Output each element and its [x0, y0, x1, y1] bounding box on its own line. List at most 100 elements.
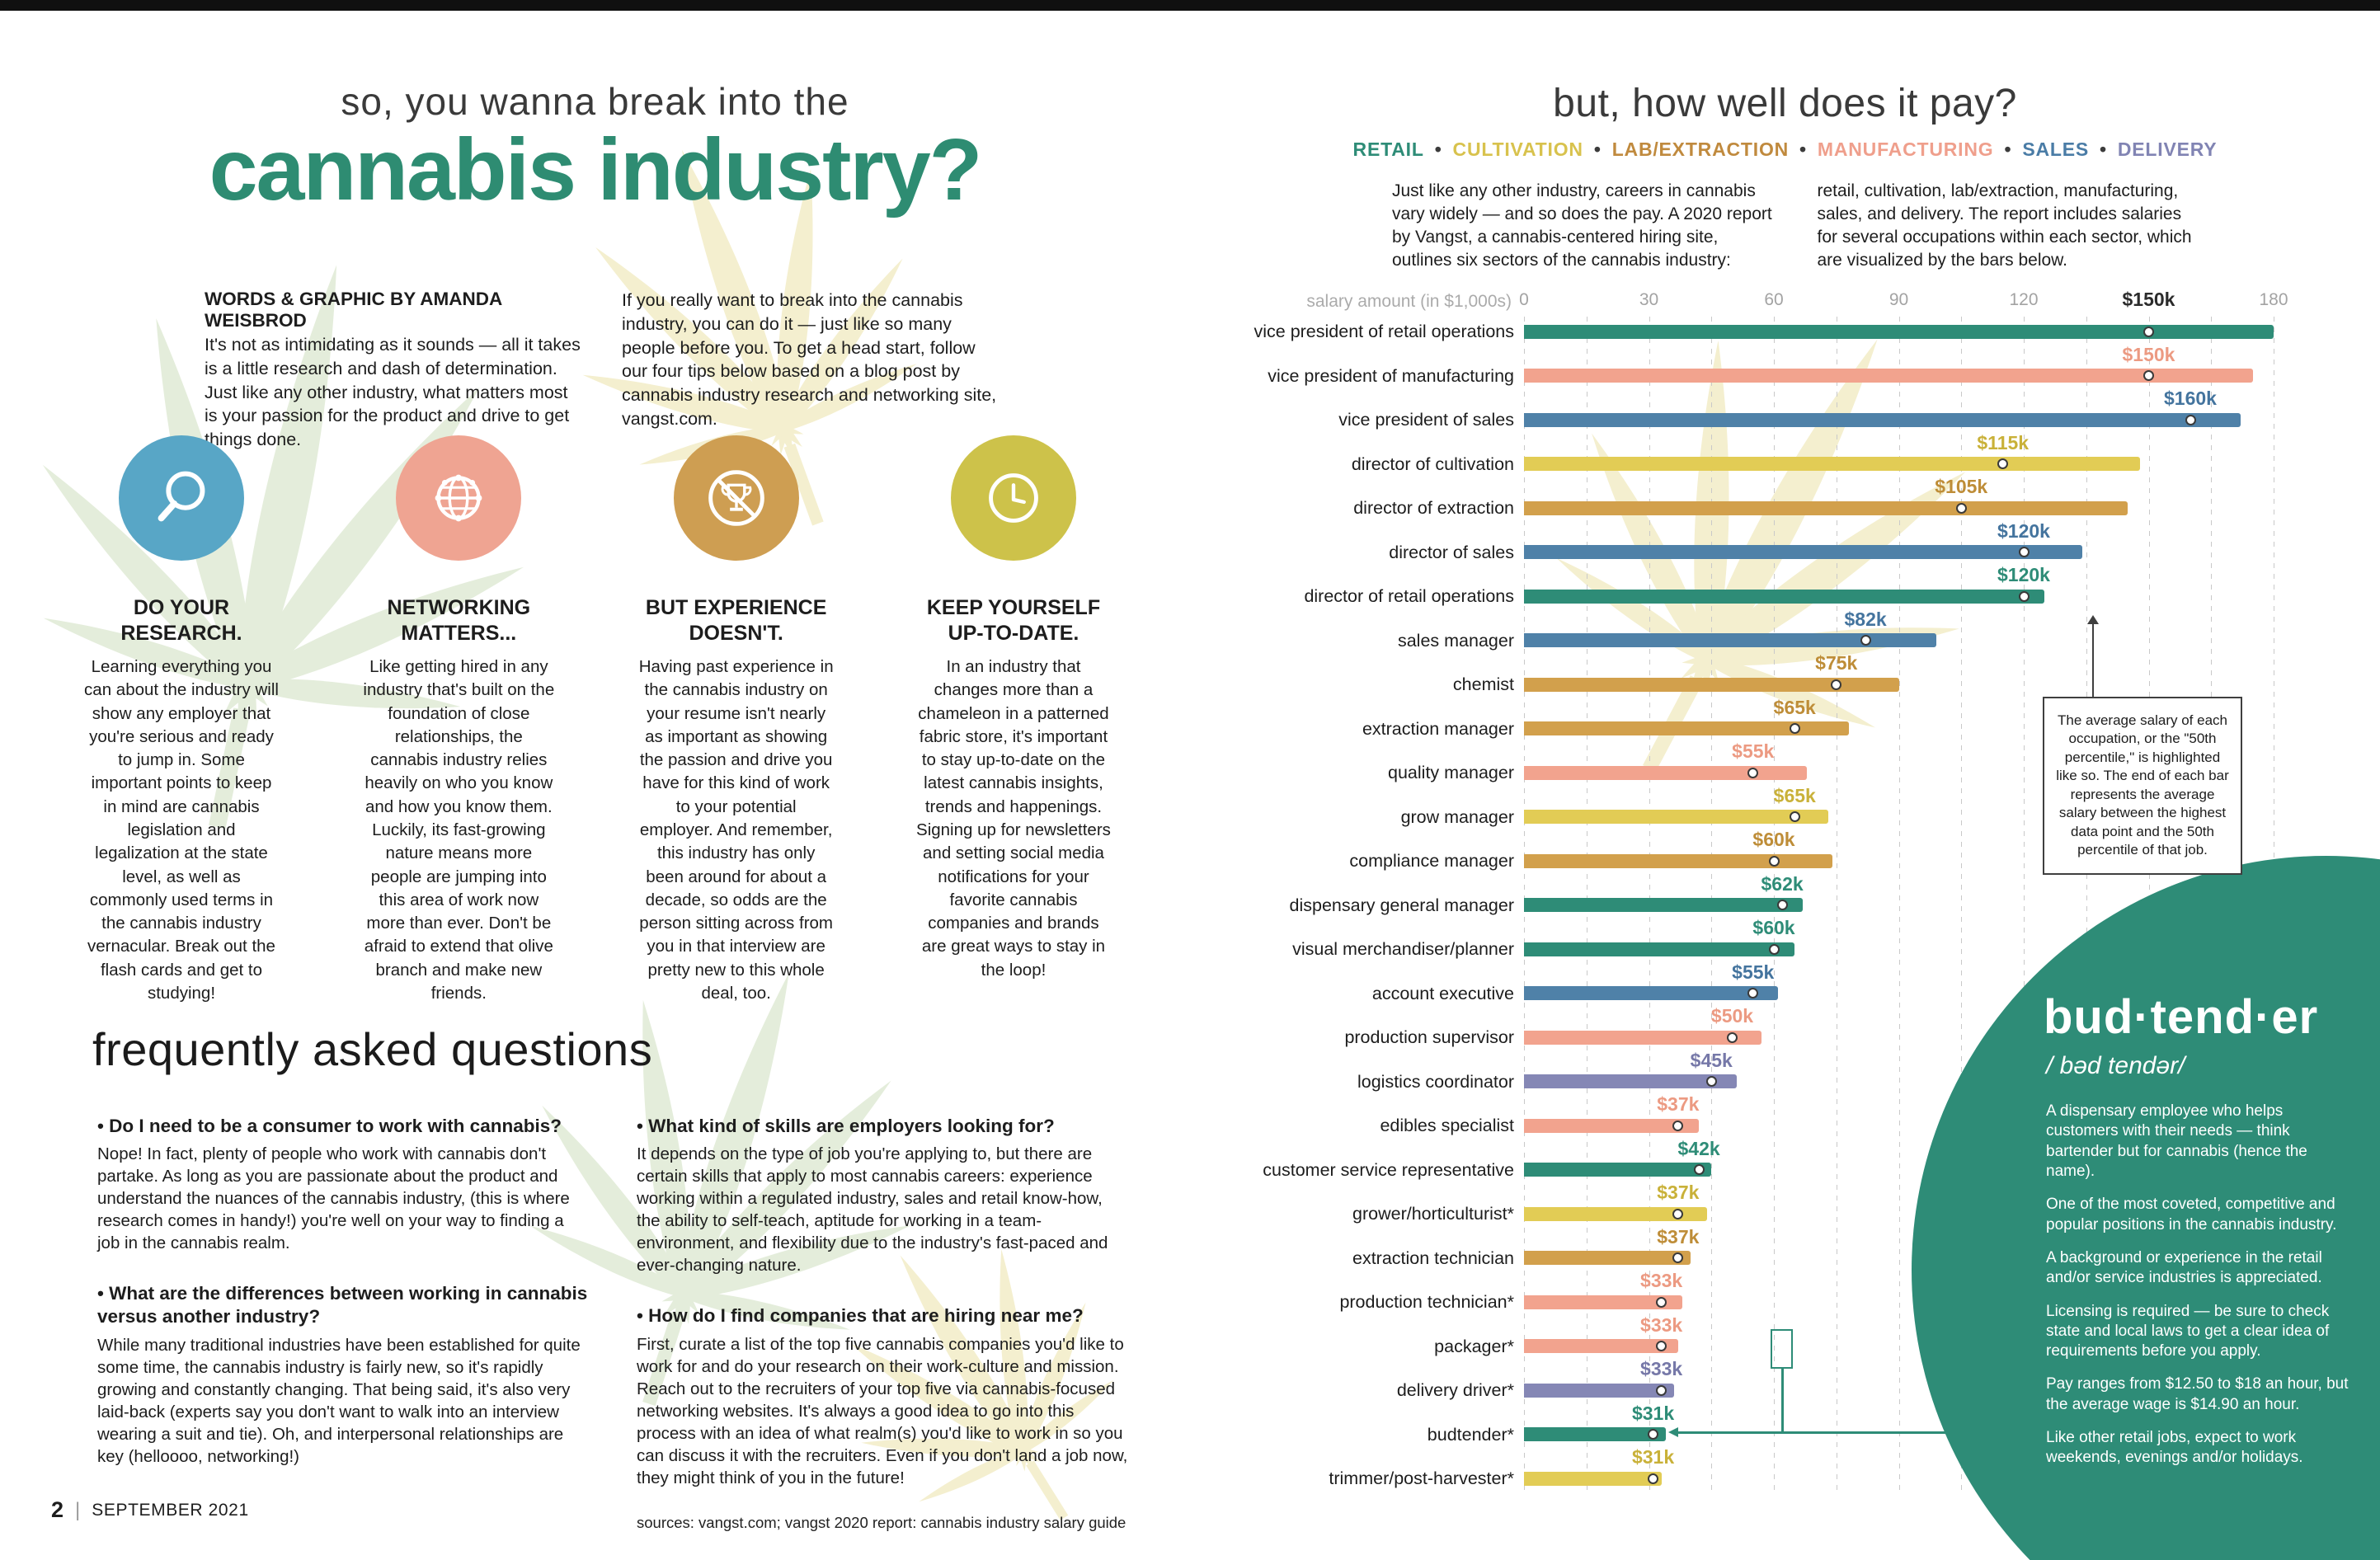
percentile-value-label: $160k [2164, 388, 2217, 409]
salary-bar [1524, 1030, 1761, 1045]
salary-bar [1524, 1339, 1678, 1353]
tip-title: NETWORKING MATTERS... [387, 596, 531, 645]
tip-research-circle [119, 435, 244, 561]
faq-item: • What kind of skills are employers look… [637, 1115, 1128, 1276]
percentile-value-label: $33k [1640, 1270, 1683, 1291]
percentile-value-label: $37k [1657, 1093, 1700, 1115]
tips-row: DO YOUR RESEARCH. Learning everything yo… [68, 435, 1127, 1005]
percentile-value-label: $55k [1732, 740, 1775, 762]
byline-column: WORDS & GRAPHIC BY AMANDA WEISBROD It's … [205, 289, 582, 452]
legend-separator: • [1799, 139, 1807, 160]
sources-note: sources: vangst.com; vangst 2020 report:… [637, 1513, 1127, 1531]
tip-body: Like getting hired in any industry that'… [363, 657, 555, 1003]
faq-question: • What kind of skills are employers look… [637, 1116, 1055, 1136]
faq-question: • How do I find companies that are hirin… [637, 1305, 1084, 1327]
axis-tick: 120 [2009, 290, 2039, 309]
annotation-text: The average salary of each occupation, o… [2056, 712, 2229, 858]
left-page-kicker: so, you wanna break into the [341, 80, 849, 123]
percentile-marker [1789, 723, 1800, 734]
percentile-value-label: $60k [1752, 917, 1795, 938]
percentile-marker [1672, 1208, 1684, 1219]
budtender-callout-line [1678, 1431, 1953, 1434]
occupation-label: production supervisor [1344, 1027, 1514, 1047]
legend-cultivation: CULTIVATION [1452, 139, 1583, 160]
occupation-label: packager* [1434, 1336, 1514, 1356]
percentile-value-label: $82k [1844, 608, 1887, 630]
legend-separator: • [1434, 139, 1442, 160]
occupation-label: director of retail operations [1304, 586, 1514, 606]
occupation-label: production technician* [1339, 1292, 1514, 1312]
occupation-label: account executive [1371, 983, 1514, 1003]
salary-bar [1524, 1118, 1700, 1133]
legend-sales: SALES [2022, 139, 2090, 160]
tip-body: Having past experience in the cannabis i… [638, 657, 834, 1003]
occupation-label: grower/horticulturist* [1352, 1204, 1514, 1224]
percentile-value-label: $75k [1815, 652, 1858, 674]
definition-paragraph: A dispensary employee who helps customer… [2046, 1102, 2307, 1180]
salary-bar [1524, 1471, 1662, 1486]
faq-answer: Nope! In fact, plenty of people who work… [97, 1144, 570, 1253]
percentile-marker [1656, 1341, 1667, 1351]
tip-up-to-date-circle [950, 435, 1076, 561]
percentile-value-label: $33k [1640, 1313, 1683, 1336]
intro-column: If you really want to break into the can… [622, 289, 1000, 452]
legend-lab-extraction: LAB/EXTRACTION [1611, 139, 1790, 160]
definition-paragraph: Pay ranges from $12.50 to $18 an hour, b… [2046, 1375, 2349, 1413]
budtender-callout-line-vertical [1781, 1369, 1784, 1433]
occupation-label: compliance manager [1349, 851, 1514, 871]
annotation-arrowhead [2087, 615, 2099, 624]
percentile-marker [1672, 1120, 1684, 1131]
salary-bar [1524, 986, 1779, 1000]
tip-up-to-date: KEEP YOURSELF UP-TO-DATE. In an industry… [900, 435, 1127, 1005]
salary-bar [1524, 324, 2274, 339]
percentile-value-label: $115k [1977, 431, 2030, 453]
tip-networking-circle [396, 435, 522, 561]
salary-bar [1524, 942, 1795, 956]
clock-icon [989, 473, 1038, 523]
chart-gridline [1898, 317, 1900, 1494]
percentile-value-label: $120k [1997, 564, 2050, 585]
legend-separator: • [1593, 139, 1602, 160]
occupation-label: visual merchandiser/planner [1292, 939, 1514, 959]
occupation-label: customer service representative [1263, 1159, 1514, 1180]
percentile-marker [2185, 414, 2196, 425]
salary-bar [1524, 677, 1899, 692]
chart-gridline [1961, 317, 1963, 1494]
occupation-label: edibles specialist [1380, 1116, 1514, 1135]
salary-bar [1524, 1427, 1666, 1441]
axis-tick: 30 [1639, 290, 1659, 309]
faq-item: • Do I need to be a consumer to work wit… [97, 1115, 589, 1254]
page-number: 2 [51, 1497, 64, 1522]
occupation-label: director of sales [1389, 542, 1514, 562]
tip-experience: BUT EXPERIENCE DOESN'T. Having past expe… [623, 435, 850, 1005]
byline-paragraph: It's not as intimidating as it sounds — … [205, 335, 581, 450]
faq-column-left: • Do I need to be a consumer to work wit… [97, 1115, 589, 1532]
percentile-value-label: $37k [1657, 1225, 1700, 1248]
magnifier-icon [158, 471, 205, 522]
definition-paragraph: Like other retail jobs, expect to work w… [2046, 1429, 2303, 1467]
percentile-value-label: $62k [1761, 872, 1804, 895]
percentile-marker [1648, 1429, 1659, 1440]
occupation-label: chemist [1452, 674, 1514, 694]
percentile-marker [1860, 635, 1871, 646]
salary-bar [1524, 1295, 1682, 1309]
salary-bar [1524, 853, 1832, 868]
occupation-label: vice president of sales [1338, 410, 1514, 430]
percentile-marker [1768, 855, 1780, 867]
percentile-marker [1727, 1031, 1738, 1043]
salary-bar [1524, 1163, 1712, 1177]
occupation-label: budtender* [1427, 1424, 1514, 1445]
tip-body: Learning everything you can about the in… [84, 657, 279, 1003]
percentile-value-label: $42k [1677, 1137, 1720, 1159]
percentile-marker [1789, 811, 1800, 822]
no-experience-trophy-icon [708, 470, 764, 526]
occupation-label: sales manager [1397, 630, 1514, 651]
percentile-marker [1955, 502, 1967, 514]
percentile-marker [1656, 1384, 1667, 1396]
globe-network-icon [435, 474, 482, 522]
percentile-value-label: $45k [1690, 1049, 1733, 1071]
intro-columns: WORDS & GRAPHIC BY AMANDA WEISBROD It's … [205, 289, 1000, 452]
pay-title: but, how well does it pay? [1553, 82, 2017, 125]
legend-separator: • [2004, 139, 2012, 160]
